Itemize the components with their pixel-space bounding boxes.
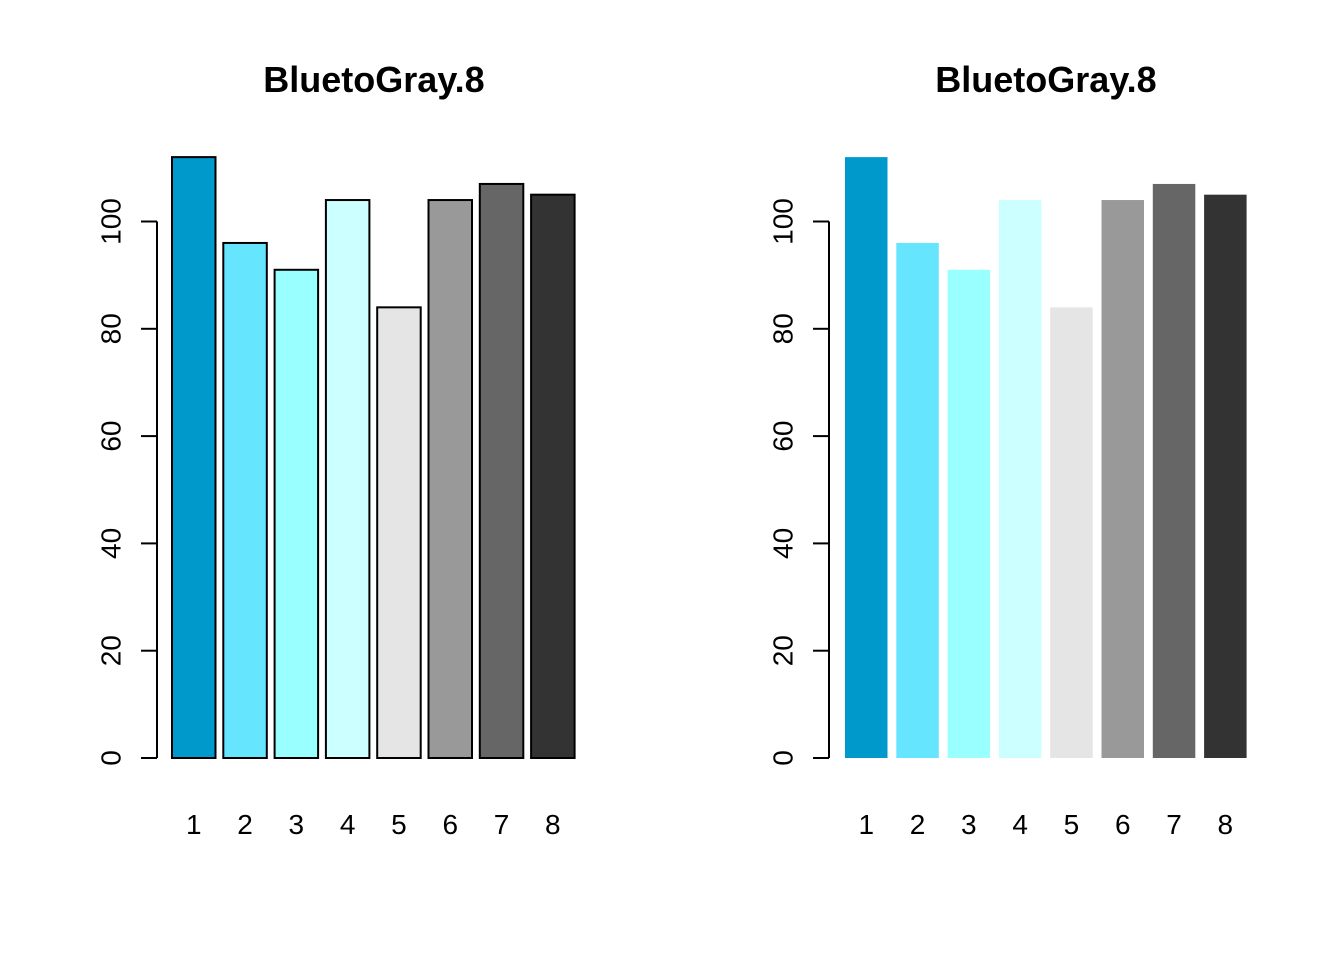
y-tick-label: 20 (768, 635, 799, 666)
y-tick-label: 0 (96, 750, 127, 766)
x-category-label: 5 (391, 809, 407, 840)
x-category-label: 1 (186, 809, 202, 840)
y-tick-label: 40 (96, 528, 127, 559)
bar-6 (427, 199, 473, 760)
y-tick-label: 0 (768, 750, 799, 766)
bar-5 (1050, 307, 1093, 758)
bar-8 (1204, 194, 1247, 759)
y-tick-label: 60 (96, 421, 127, 452)
y-tick-label: 80 (768, 313, 799, 344)
y-tick-label: 80 (96, 313, 127, 344)
x-category-label: 5 (1064, 809, 1080, 840)
bar-1 (171, 156, 217, 759)
x-category-label: 7 (1166, 809, 1182, 840)
bar-3 (273, 268, 320, 759)
x-category-label: 6 (442, 809, 458, 840)
chart-title: BluetoGray.8 (263, 59, 484, 100)
x-category-label: 4 (1012, 809, 1028, 840)
bar-3 (947, 269, 991, 758)
x-category-label: 6 (1115, 809, 1131, 840)
chart-panel-right: BluetoGray.8 0 20 40 60 80 100 1 2 3 4 5 6 7 8 (768, 59, 1247, 840)
bar-1 (845, 157, 888, 758)
bar-8 (530, 193, 576, 760)
bar-7 (1152, 183, 1196, 758)
x-category-label: 3 (961, 809, 977, 840)
y-tick-label: 40 (768, 528, 799, 559)
chart-title: BluetoGray.8 (935, 59, 1156, 100)
bar-5 (376, 306, 422, 759)
x-category-label: 2 (237, 809, 253, 840)
chart-panel-left: BluetoGray.8 0 20 40 60 80 100 1 2 3 4 5 6 7 8 (96, 59, 576, 840)
y-tick-label: 60 (768, 421, 799, 452)
y-tick-label: 100 (96, 198, 127, 245)
bar-6 (1101, 200, 1144, 759)
x-category-label: 8 (1218, 809, 1234, 840)
x-category-label: 8 (545, 809, 561, 840)
x-category-label: 3 (289, 809, 305, 840)
bar-2 (896, 242, 939, 758)
x-category-label: 1 (858, 809, 874, 840)
y-tick-label: 100 (768, 198, 799, 245)
bar-4 (324, 199, 371, 760)
bar-7 (478, 182, 525, 759)
x-category-label: 7 (494, 809, 510, 840)
bar-4 (998, 200, 1042, 759)
y-tick-label: 20 (96, 635, 127, 666)
bar-2 (222, 241, 268, 759)
x-category-label: 2 (910, 809, 926, 840)
x-category-label: 4 (340, 809, 356, 840)
